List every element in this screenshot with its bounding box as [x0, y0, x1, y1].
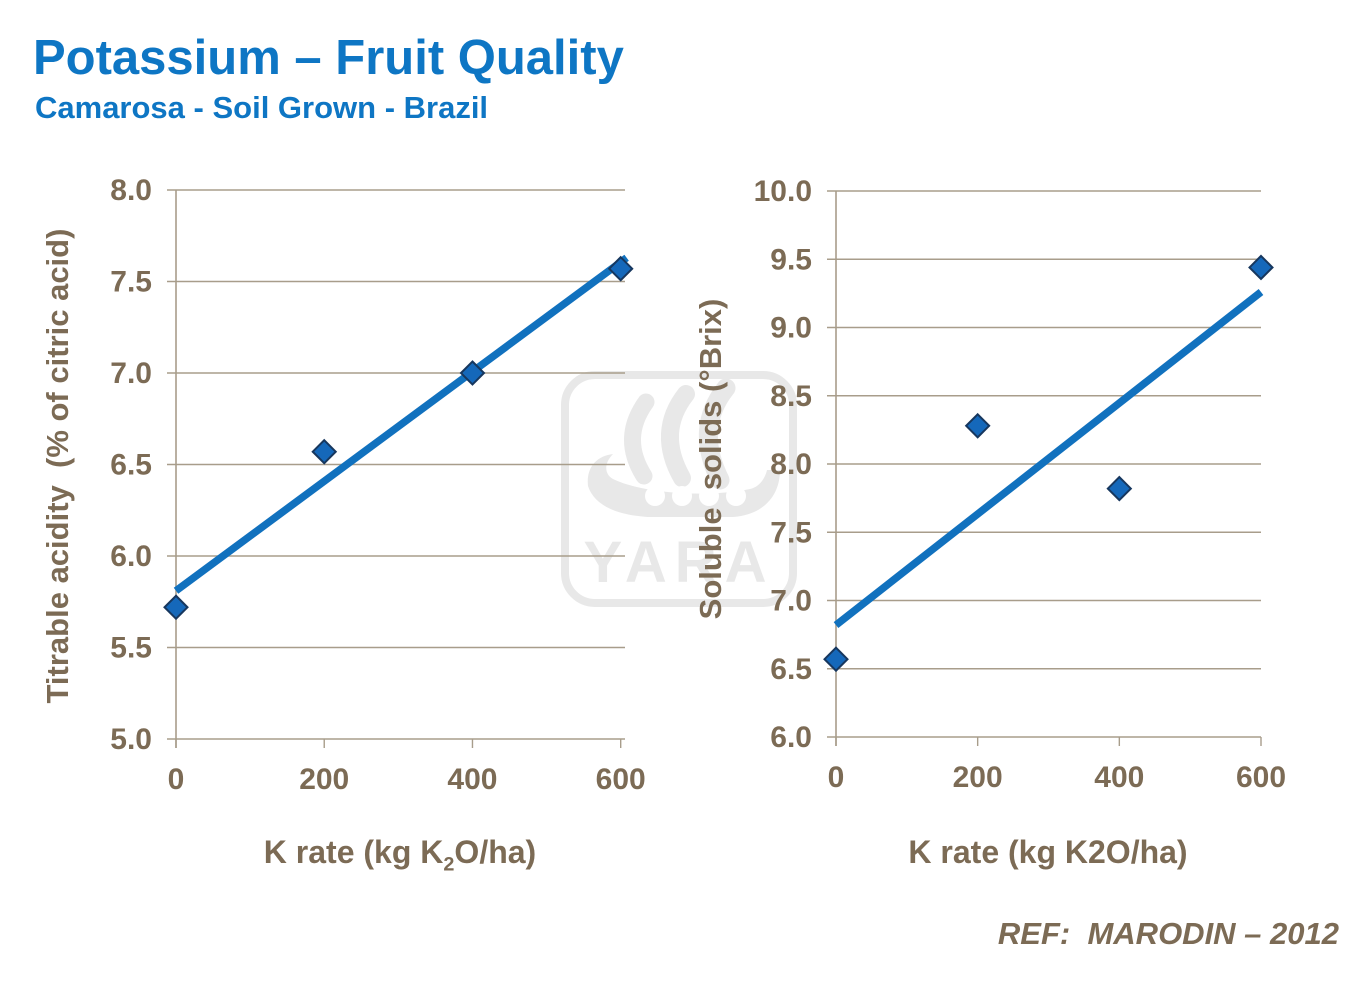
svg-text:9.0: 9.0 — [770, 312, 812, 345]
svg-text:6.5: 6.5 — [110, 449, 152, 482]
y-axis-label-right: Soluble solids (°Brix) — [693, 298, 728, 620]
page-title: Potassium – Fruit Quality — [33, 31, 624, 85]
x-axis-label-left-sub: 2 — [443, 853, 455, 876]
svg-text:7.0: 7.0 — [110, 357, 152, 390]
svg-text:5.0: 5.0 — [110, 723, 152, 756]
svg-text:9.5: 9.5 — [770, 243, 812, 276]
svg-text:200: 200 — [953, 761, 1003, 794]
svg-text:7.5: 7.5 — [110, 266, 152, 299]
svg-text:6.0: 6.0 — [770, 721, 812, 754]
y-axis-label-left: Titrable acidity (% of citric acid) — [40, 228, 75, 704]
svg-text:0: 0 — [828, 761, 845, 794]
svg-text:400: 400 — [447, 763, 497, 796]
x-axis-label-right: K rate (kg K2O/ha) — [748, 834, 1348, 876]
svg-text:400: 400 — [1094, 761, 1144, 794]
reference-text: REF: MARODIN – 2012 — [997, 916, 1339, 951]
x-axis-label-left: K rate (kg K2O/ha) — [100, 834, 700, 876]
x-axis-label-left-post: O/ha) — [454, 834, 537, 870]
svg-text:6.0: 6.0 — [110, 540, 152, 573]
svg-text:600: 600 — [596, 763, 646, 796]
viking-ship-icon: YARA — [561, 371, 797, 607]
svg-text:6.5: 6.5 — [770, 653, 812, 686]
svg-text:8.0: 8.0 — [110, 174, 152, 207]
svg-text:600: 600 — [1236, 761, 1286, 794]
x-axis-label-right-pre: K rate (kg K2O/ha) — [908, 834, 1188, 870]
svg-text:10.0: 10.0 — [754, 175, 812, 208]
svg-text:200: 200 — [299, 763, 349, 796]
watermark-wordmark: YARA — [583, 530, 774, 595]
yara-watermark: YARA — [556, 366, 802, 612]
page-subtitle: Camarosa - Soil Grown - Brazil — [35, 90, 489, 125]
x-axis-label-left-pre: K rate (kg K — [263, 834, 444, 870]
svg-text:0: 0 — [168, 763, 185, 796]
svg-text:5.5: 5.5 — [110, 632, 152, 665]
